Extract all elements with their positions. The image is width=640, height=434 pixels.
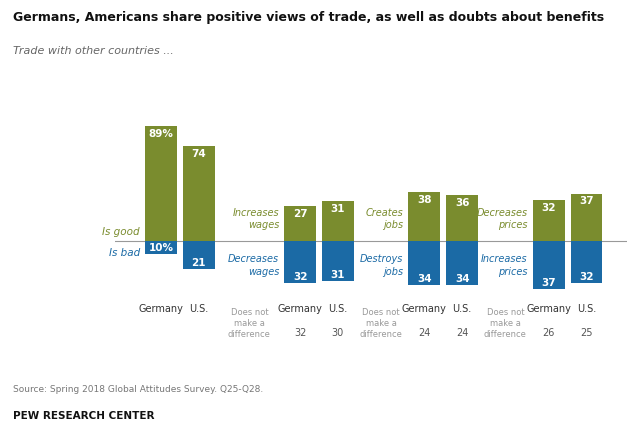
- Text: Germany: Germany: [402, 304, 447, 314]
- Bar: [183, 242, 214, 269]
- Text: 31: 31: [331, 270, 345, 280]
- Bar: [145, 127, 177, 242]
- Text: Germany: Germany: [278, 304, 323, 314]
- Text: Decreases
prices: Decreases prices: [477, 207, 528, 230]
- Text: Germany: Germany: [526, 304, 571, 314]
- Text: 32: 32: [293, 271, 307, 281]
- Text: U.S.: U.S.: [328, 304, 348, 314]
- Text: Creates
jobs: Creates jobs: [366, 207, 403, 230]
- Text: Destroys
jobs: Destroys jobs: [360, 254, 403, 276]
- Text: 27: 27: [293, 209, 307, 219]
- Text: 89%: 89%: [148, 129, 173, 139]
- Text: 25: 25: [580, 327, 593, 337]
- Text: 37: 37: [541, 278, 556, 288]
- Text: U.S.: U.S.: [189, 304, 209, 314]
- Bar: [532, 242, 564, 289]
- Text: 24: 24: [456, 327, 468, 337]
- Text: Does not
make a
difference: Does not make a difference: [360, 308, 403, 339]
- Text: U.S.: U.S.: [452, 304, 472, 314]
- Bar: [284, 207, 316, 242]
- Bar: [183, 146, 214, 242]
- Text: 24: 24: [418, 327, 431, 337]
- Bar: [446, 195, 478, 242]
- Text: Decreases
wages: Decreases wages: [228, 254, 279, 276]
- Bar: [408, 242, 440, 286]
- Text: Trade with other countries ...: Trade with other countries ...: [13, 46, 173, 56]
- Text: 10%: 10%: [148, 243, 173, 253]
- Bar: [446, 242, 478, 286]
- Text: 34: 34: [455, 274, 470, 284]
- Text: Does not
make a
difference: Does not make a difference: [484, 308, 527, 339]
- Bar: [570, 242, 602, 283]
- Text: PEW RESEARCH CENTER: PEW RESEARCH CENTER: [13, 410, 154, 420]
- Text: Does not
make a
difference: Does not make a difference: [228, 308, 271, 339]
- Text: 38: 38: [417, 195, 431, 205]
- Bar: [322, 242, 354, 282]
- Text: 32: 32: [294, 327, 307, 337]
- Text: 34: 34: [417, 274, 432, 284]
- Text: 31: 31: [331, 204, 345, 214]
- Text: 74: 74: [191, 148, 206, 158]
- Text: Is good: Is good: [102, 227, 140, 237]
- Text: 26: 26: [543, 327, 555, 337]
- Text: Germany: Germany: [138, 304, 184, 314]
- Text: 36: 36: [455, 197, 469, 207]
- Bar: [322, 202, 354, 242]
- Bar: [145, 242, 177, 255]
- Text: Increases
prices: Increases prices: [481, 254, 528, 276]
- Text: Increases
wages: Increases wages: [232, 207, 279, 230]
- Bar: [408, 193, 440, 242]
- Text: 21: 21: [191, 257, 206, 267]
- Text: U.S.: U.S.: [577, 304, 596, 314]
- Text: 37: 37: [579, 196, 594, 206]
- Bar: [284, 242, 316, 283]
- Text: 32: 32: [579, 271, 594, 281]
- Text: Source: Spring 2018 Global Attitudes Survey. Q25-Q28.: Source: Spring 2018 Global Attitudes Sur…: [13, 384, 263, 393]
- Text: 30: 30: [332, 327, 344, 337]
- Bar: [532, 201, 564, 242]
- Bar: [570, 194, 602, 242]
- Text: 32: 32: [541, 203, 556, 213]
- Text: Is bad: Is bad: [109, 247, 140, 257]
- Text: Germans, Americans share positive views of trade, as well as doubts about benefi: Germans, Americans share positive views …: [13, 11, 604, 24]
